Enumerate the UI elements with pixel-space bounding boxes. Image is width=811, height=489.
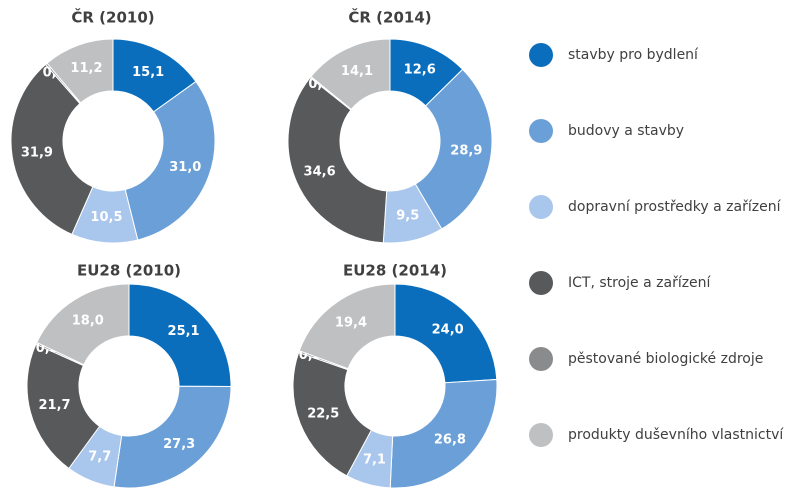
value-label: 9,5 xyxy=(396,208,419,223)
value-label: 31,0 xyxy=(169,160,201,175)
donut-slice xyxy=(389,378,498,489)
value-label: 27,3 xyxy=(163,437,195,452)
donut-slice xyxy=(36,283,130,366)
value-label: 15,1 xyxy=(132,65,164,80)
value-label: 28,9 xyxy=(450,144,482,159)
legend-label: dopravní prostředky a zařízení xyxy=(568,199,782,215)
chart-title: EU28 (2014) xyxy=(343,262,447,280)
legend-label: stavby pro bydlení xyxy=(568,47,699,63)
donut-slice xyxy=(287,76,388,244)
donut-slice xyxy=(46,38,114,104)
legend-label: budovy a stavby xyxy=(568,123,684,139)
value-label: 26,8 xyxy=(434,432,466,447)
value-label: 12,6 xyxy=(404,62,436,77)
donut-slice xyxy=(414,68,493,230)
value-label: 21,7 xyxy=(39,398,71,413)
value-label: 31,9 xyxy=(21,145,53,160)
value-label: 22,5 xyxy=(307,406,339,421)
donut-slice xyxy=(292,351,373,477)
value-label: 11,2 xyxy=(70,61,102,76)
value-label: 7,1 xyxy=(363,453,386,468)
value-label: 14,1 xyxy=(341,64,373,79)
legend-swatch xyxy=(529,347,553,371)
donut-slice xyxy=(124,80,216,241)
donut-slice xyxy=(298,283,396,370)
chart-title: ČR (2010) xyxy=(71,8,154,27)
value-label: 7,7 xyxy=(88,450,111,465)
value-label: 19,4 xyxy=(335,315,367,330)
value-label: 18,0 xyxy=(72,313,104,328)
legend-swatch xyxy=(529,195,553,219)
value-label: 24,0 xyxy=(432,322,464,337)
chart-title: EU28 (2010) xyxy=(77,262,181,280)
value-label: 25,1 xyxy=(168,324,200,339)
donut-slice xyxy=(394,283,498,384)
donut-slice xyxy=(10,63,94,236)
legend-swatch xyxy=(529,271,553,295)
donut-slice xyxy=(128,283,232,387)
donut-slice xyxy=(310,38,391,111)
donut-slice xyxy=(113,385,232,489)
donut-slice xyxy=(26,343,101,470)
chart-title: ČR (2014) xyxy=(348,8,431,27)
legend-swatch xyxy=(529,423,553,447)
value-label: 34,6 xyxy=(304,165,336,180)
legend-label: ICT, stroje a zařízení xyxy=(568,275,712,291)
legend-swatch xyxy=(529,43,553,67)
legend-swatch xyxy=(529,119,553,143)
legend-label: produkty duševního vlastnictví xyxy=(568,427,784,443)
legend-label: pěstované biologické zdroje xyxy=(568,351,763,367)
value-label: 10,5 xyxy=(90,210,122,225)
